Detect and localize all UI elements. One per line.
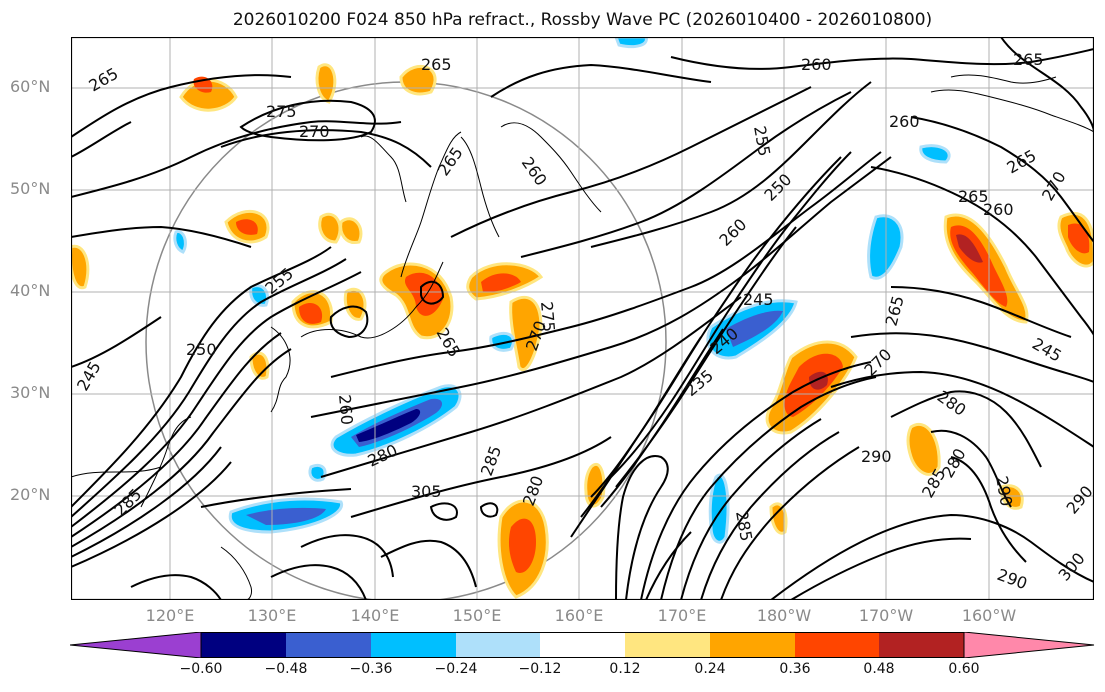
colorbar-label: 0.48 (863, 661, 895, 677)
colorbar-label: 0.36 (779, 661, 811, 677)
contour-label: 260 (801, 55, 832, 74)
lon-tick-label: 130°E (247, 606, 297, 625)
lat-tick-label: 30°N (10, 383, 51, 402)
shading-layer (71, 37, 1094, 599)
colorbar-bin (710, 632, 795, 658)
lon-tick-label: 170°E (657, 606, 707, 625)
contour-label: 275 (537, 301, 559, 333)
colorbar-bin (286, 632, 371, 658)
contour-label: 260 (889, 112, 920, 131)
colorbar (70, 632, 1095, 658)
map-frame (71, 37, 1094, 600)
lon-tick-label: 180°W (756, 606, 812, 625)
contour-label: 275 (266, 102, 297, 121)
contour-label: 305 (411, 482, 442, 501)
colorbar-bin (879, 632, 964, 658)
lat-tick-label: 50°N (10, 179, 51, 198)
lat-tick-label: 40°N (10, 281, 51, 300)
colorbar-label: −0.12 (518, 661, 562, 677)
colorbar-label: −0.60 (179, 661, 223, 677)
colorbar-label: −0.36 (349, 661, 393, 677)
lon-tick-label: 120°E (145, 606, 195, 625)
colorbar-bin (201, 632, 286, 658)
lon-tick-label: 140°E (350, 606, 400, 625)
contour-label: 290 (861, 447, 892, 466)
contour-label: 260 (335, 394, 357, 426)
contour-label: 265 (421, 55, 452, 74)
contour-label: 250 (186, 340, 217, 359)
contour-label: 265 (1013, 50, 1044, 69)
lon-tick-label: 160°W (961, 606, 1017, 625)
colorbar-bin (625, 632, 710, 658)
lon-tick-label: 160°E (554, 606, 604, 625)
colorbar-extend-high (963, 632, 1095, 658)
contour-label: 260 (983, 200, 1014, 219)
map-panel: 265 275 270 265 260 265 260 255 250 245 … (71, 37, 1094, 600)
lon-tick-label: 150°E (452, 606, 502, 625)
coastlines (71, 74, 1094, 600)
colorbar-bin (795, 632, 879, 658)
colorbar-bin (456, 632, 540, 658)
colorbar-label: −0.48 (264, 661, 308, 677)
lat-tick-label: 60°N (10, 77, 51, 96)
lat-tick-label: 20°N (10, 485, 51, 504)
contour-label: 265 (958, 187, 989, 206)
contour-label: 245 (743, 290, 774, 309)
map-title: 2026010200 F024 850 hPa refract., Rossby… (232, 10, 933, 30)
contour-label: 270 (299, 122, 330, 141)
colorbar-bin (371, 632, 456, 658)
colorbar-label: 0.24 (694, 661, 726, 677)
colorbar-bin (540, 632, 625, 658)
graticule (71, 37, 1094, 600)
lon-tick-label: 170°W (858, 606, 914, 625)
colorbar-label: 0.60 (948, 661, 980, 677)
colorbar-label: 0.12 (609, 661, 641, 677)
contour-lines (71, 37, 1094, 600)
colorbar-label: −0.24 (434, 661, 478, 677)
colorbar-extend-low (70, 632, 202, 658)
